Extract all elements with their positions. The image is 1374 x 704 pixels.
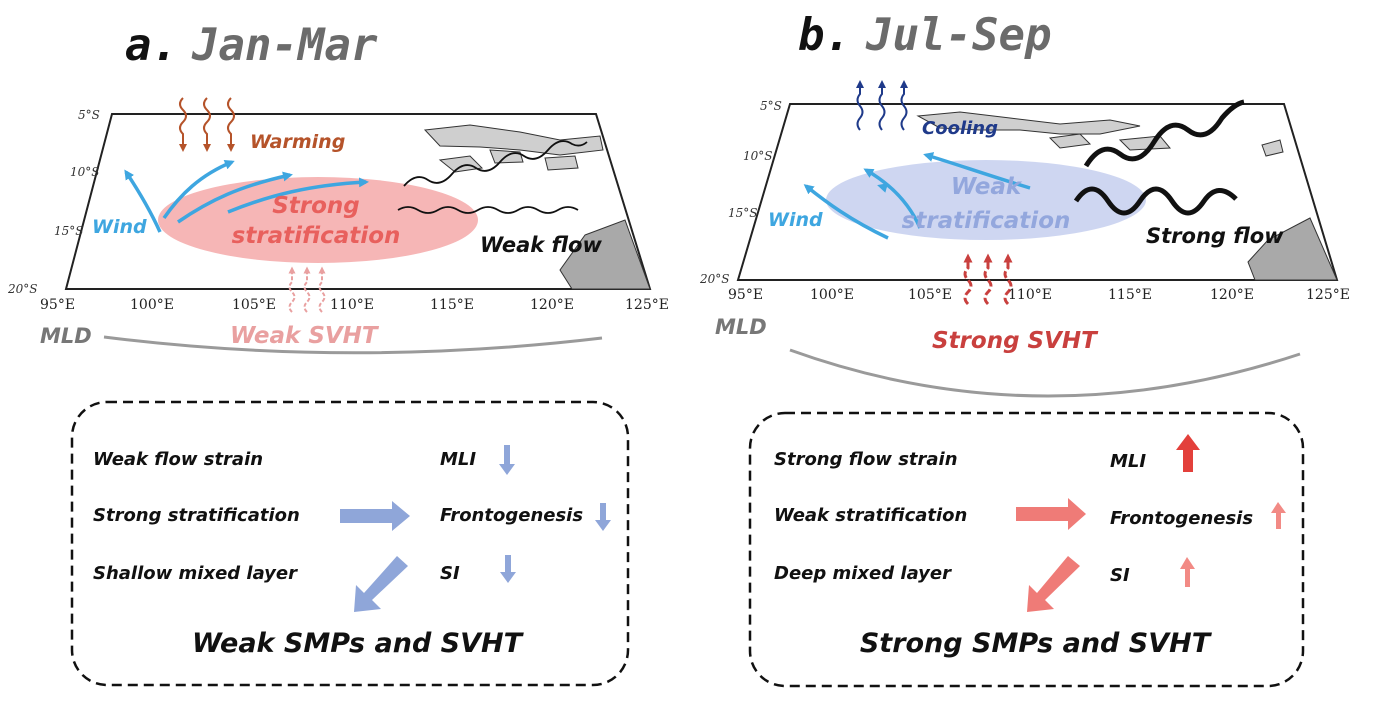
panel-a-stratification-patch	[158, 177, 478, 263]
panel-b-stratification-line2: stratification	[902, 208, 1071, 234]
panel-b-effect-3: SI	[1110, 565, 1130, 586]
panel-a-mld-curve	[103, 335, 603, 355]
panel-b-lat-ticks: 5°S 10°S 15°S 20°S	[699, 99, 782, 286]
lon-tick: 125°E	[1306, 287, 1350, 303]
panel-b-effect-1: MLI	[1110, 451, 1146, 472]
down-arrow-icon	[499, 445, 515, 475]
lon-tick: 110°E	[330, 297, 374, 313]
panel-b-svht-label: Strong SVHT	[932, 328, 1099, 354]
panel-b-trend-arrows	[1176, 434, 1286, 587]
panel-a-wind-label: Wind	[92, 216, 147, 238]
panel-a-conclusion: Weak SMPs and SVHT	[192, 628, 525, 659]
panel-b-svht-arrows	[963, 253, 1013, 306]
panel-b-cooling-arrows	[856, 80, 908, 131]
panel-a-lon-ticks: 95°E 100°E 105°E 110°E 115°E 120°E 125°E	[40, 297, 669, 313]
lon-tick: 105°E	[232, 297, 276, 313]
lon-tick: 100°E	[130, 297, 174, 313]
panel-b-effect-2: Frontogenesis	[1110, 508, 1253, 529]
panel-b-cooling-label: Cooling	[922, 118, 998, 139]
panel-b-lon-ticks: 95°E 100°E 105°E 110°E 115°E 120°E 125°E	[728, 287, 1350, 303]
panel-b-cause-3: Deep mixed layer	[774, 563, 952, 584]
lat-tick: 10°S	[743, 149, 773, 163]
down-arrow-icon	[595, 503, 611, 531]
panel-a-effect-2: Frontogenesis	[440, 505, 583, 526]
lat-tick: 10°S	[70, 165, 100, 179]
panel-a-summary-box	[70, 400, 630, 687]
panel-a-season: Jan-Mar	[191, 20, 378, 71]
panel-a-trend-arrows	[499, 445, 611, 583]
down-arrow-icon	[500, 555, 516, 583]
panel-b-mld-label: MLD	[715, 315, 767, 339]
panel-b-flow-lines	[1073, 99, 1245, 216]
panel-a: a. Jan-Mar	[7, 20, 669, 687]
lon-tick: 125°E	[625, 297, 669, 313]
panel-a-diagonal-block-arrow-icon	[354, 556, 408, 612]
panel-a-flow-lines	[397, 140, 588, 214]
lon-tick: 95°E	[728, 287, 763, 303]
panel-a-lat-ticks: 5°S 10°S 15°S 20°S	[7, 108, 100, 296]
panel-b-wind-label: Wind	[768, 209, 823, 231]
panel-b: b. Jul-Sep	[699, 10, 1350, 688]
panel-b-conclusion: Strong SMPs and SVHT	[860, 628, 1213, 659]
lon-tick: 115°E	[1108, 287, 1152, 303]
panel-a-mld-label: MLD	[40, 324, 92, 348]
panel-b-stratification-line1: Weak	[951, 174, 1023, 200]
panel-a-svht-label: Weak SVHT	[230, 323, 380, 349]
panel-b-cause-1: Strong flow strain	[774, 449, 958, 470]
panel-b-right-block-arrow-icon	[1016, 498, 1086, 530]
lat-tick: 20°S	[7, 282, 38, 296]
lon-tick: 105°E	[908, 287, 952, 303]
panel-a-warming-arrows	[179, 97, 235, 152]
panel-b-diagonal-block-arrow-icon	[1027, 556, 1080, 612]
panel-b-cause-2: Weak stratification	[774, 505, 967, 526]
lat-tick: 15°S	[54, 224, 84, 238]
panel-a-wind-arrows	[124, 160, 369, 233]
panel-a-stratification-line2: stratification	[232, 223, 401, 249]
lat-tick: 5°S	[78, 108, 100, 122]
panel-b-letter: b.	[798, 10, 851, 61]
panel-b-stratification-patch	[826, 160, 1146, 240]
up-arrow-icon	[1180, 557, 1195, 587]
panel-a-cause-3: Shallow mixed layer	[93, 563, 298, 584]
lon-tick: 95°E	[40, 297, 75, 313]
lon-tick: 110°E	[1008, 287, 1052, 303]
panel-a-stratification-line1: Strong	[272, 193, 360, 219]
panel-a-effect-1: MLI	[440, 449, 476, 470]
lon-tick: 120°E	[530, 297, 574, 313]
lat-tick: 15°S	[728, 206, 758, 220]
panel-b-wind-arrows	[803, 152, 1031, 240]
panel-a-cause-1: Weak flow strain	[93, 449, 263, 470]
panel-a-letter: a.	[125, 20, 178, 71]
panel-b-season: Jul-Sep	[865, 10, 1051, 61]
panel-b-mld-curve	[789, 348, 1301, 398]
panel-a-flow-label: Weak flow	[480, 233, 602, 257]
lon-tick: 120°E	[1210, 287, 1254, 303]
panel-a-right-block-arrow-icon	[340, 501, 410, 531]
lon-tick: 100°E	[810, 287, 854, 303]
panel-b-land	[916, 111, 1338, 281]
lat-tick: 20°S	[699, 272, 730, 286]
up-arrow-icon	[1176, 434, 1200, 472]
up-arrow-icon	[1271, 502, 1286, 529]
panel-a-effect-3: SI	[440, 563, 460, 584]
panel-a-cause-2: Strong stratification	[93, 505, 300, 526]
panel-a-land	[423, 124, 651, 290]
panel-b-summary-box	[748, 411, 1305, 688]
lat-tick: 5°S	[760, 99, 782, 113]
panel-b-flow-label: Strong flow	[1146, 224, 1284, 248]
panel-a-warming-label: Warming	[250, 131, 345, 153]
lon-tick: 115°E	[430, 297, 474, 313]
